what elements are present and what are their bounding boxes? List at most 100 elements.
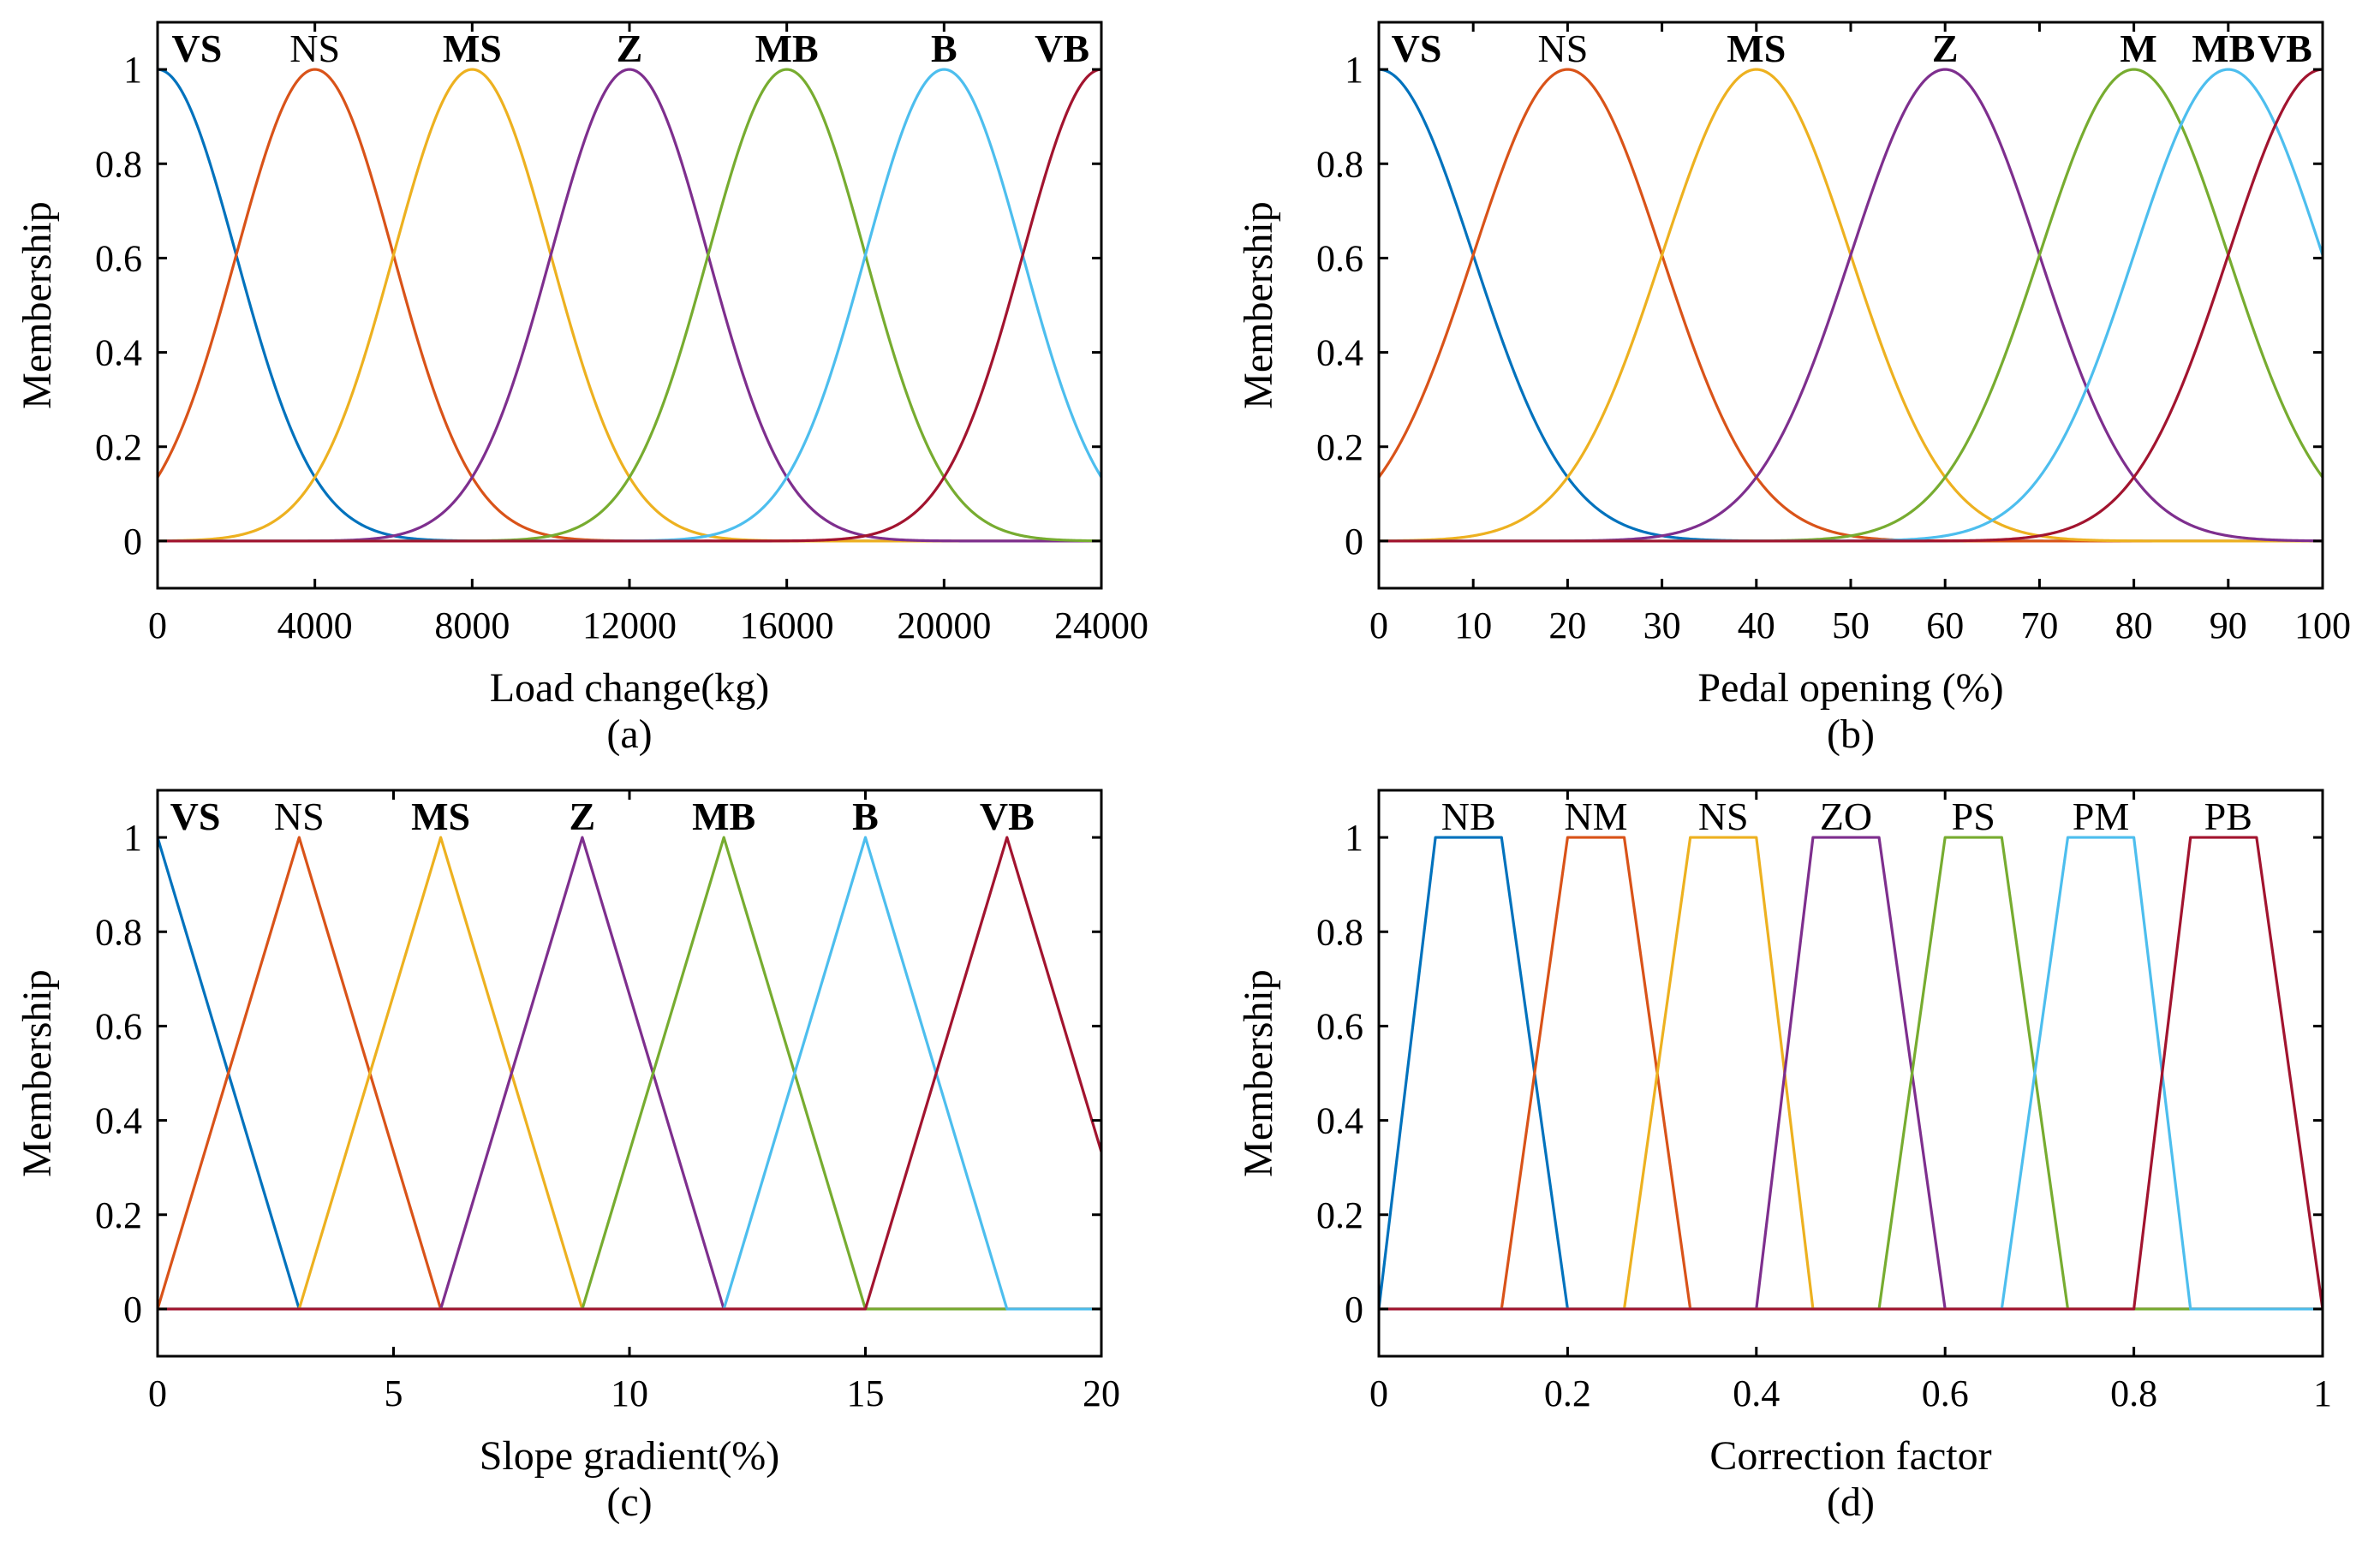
y-tick-label: 0.8	[95, 143, 142, 185]
chart-panel-a: 0 4000 8000 12000 16000 20000 24000 0 0.2 0.4 0.6 0…	[15, 21, 1148, 757]
y-tick-label: 0.6	[95, 1005, 142, 1047]
term-label-nm: NM	[1564, 795, 1627, 838]
plot-area	[158, 68, 1101, 543]
y-tick-label: 0	[123, 521, 142, 563]
y-tick-label: 0	[1345, 521, 1363, 563]
series-line-mb	[1379, 68, 2323, 543]
x-tick-label: 0	[148, 604, 167, 646]
y-tick-label: 0.8	[1316, 143, 1363, 185]
x-tick-label: 8000	[434, 604, 510, 646]
term-label-z: Z	[617, 27, 643, 70]
term-label-mb: MB	[755, 27, 819, 70]
y-axis-title: Membership	[15, 969, 60, 1177]
x-tick-label: 0	[1369, 1372, 1388, 1414]
y-tick-label: 1	[123, 49, 142, 91]
x-tick-label: 50	[1832, 604, 1870, 646]
x-axis-title: Slope gradient(%)	[480, 1433, 780, 1479]
series-line-ms	[158, 68, 1101, 543]
y-tick-label: 0.2	[95, 426, 142, 468]
series-line-ns	[158, 68, 1101, 543]
term-label-mb: MB	[2192, 27, 2255, 70]
term-label-ms: MS	[443, 27, 502, 70]
y-tick-label: 0.4	[1316, 1100, 1363, 1142]
axes-box	[1377, 789, 2324, 1358]
x-tick-label: 4000	[277, 604, 353, 646]
y-tick-label: 0.8	[95, 911, 142, 953]
x-axis-title: Load change(kg)	[490, 665, 770, 711]
plot-area	[1379, 836, 2323, 1311]
y-tick-label: 0.6	[95, 237, 142, 279]
series-line-ns	[1379, 68, 2323, 543]
term-label-ns: NS	[1537, 27, 1588, 70]
x-tick-label: 20000	[897, 604, 991, 646]
y-tick-label: 1	[1345, 817, 1363, 859]
term-label-b: B	[852, 795, 879, 838]
term-label-nb: NB	[1441, 795, 1496, 838]
y-tick-label: 0.8	[1316, 911, 1363, 953]
series-line-mb	[158, 836, 1101, 1311]
y-axis-title: Membership	[15, 201, 60, 409]
y-axis-title: Membership	[1236, 969, 1281, 1177]
term-label-vb: VB	[2258, 27, 2312, 70]
plot-area	[1379, 68, 2323, 543]
term-label-pb: PB	[2204, 795, 2252, 838]
term-label-mb: MB	[692, 795, 755, 838]
panel-caption: (a)	[606, 711, 652, 757]
y-axis-title: Membership	[1236, 201, 1281, 409]
term-label-z: Z	[570, 795, 596, 838]
series-line-ms	[1379, 68, 2323, 543]
series-line-b	[158, 836, 1101, 1311]
x-tick-label: 60	[1926, 604, 1964, 646]
term-label-vs: VS	[172, 27, 223, 70]
term-label-vb: VB	[1035, 27, 1089, 70]
series-line-vs	[158, 836, 1101, 1311]
term-label-ns: NS	[1698, 795, 1749, 838]
term-label-b: B	[931, 27, 957, 70]
term-label-m: M	[2120, 27, 2156, 70]
x-tick-label: 10	[1454, 604, 1492, 646]
series-line-m	[1379, 68, 2323, 543]
y-tick-label: 0.2	[1316, 426, 1363, 468]
x-tick-label: 30	[1643, 604, 1681, 646]
y-tick-label: 0	[123, 1289, 142, 1331]
series-line-ns	[158, 836, 1101, 1311]
term-label-pm: PM	[2073, 795, 2129, 838]
axes-box	[156, 789, 1103, 1358]
term-label-ns: NS	[289, 27, 340, 70]
axes-box	[156, 21, 1103, 590]
x-tick-label: 24000	[1054, 604, 1148, 646]
y-tick-label: 1	[123, 817, 142, 859]
series-line-mb	[158, 68, 1101, 543]
y-tick-label: 0.2	[95, 1194, 142, 1236]
term-label-ms: MS	[411, 795, 470, 838]
term-label-vs: VS	[170, 795, 221, 838]
chart-panel-c: 0 5 10 15 20 0 0.2 0.4 0.6 0.8 1 Membership Slope gr…	[15, 789, 1120, 1525]
series-line-ms	[158, 836, 1101, 1311]
series-line-vb	[1379, 68, 2323, 543]
term-label-zo: ZO	[1820, 795, 1872, 838]
term-label-vs: VS	[1392, 27, 1442, 70]
axes-box	[1377, 21, 2324, 590]
x-axis-title: Correction factor	[1709, 1433, 1991, 1479]
x-tick-label: 5	[385, 1372, 403, 1414]
series-line-vs	[158, 68, 1101, 543]
series-line-z	[1379, 68, 2323, 543]
y-tick-label: 0	[1345, 1289, 1363, 1331]
x-tick-label: 90	[2210, 604, 2247, 646]
y-tick-label: 1	[1345, 49, 1363, 91]
chart-panel-b: 0 10 20 30 40 50 60 70 80 90 100 0 0.2 0.4 0.6 0.8 1 Memb…	[1236, 21, 2351, 757]
x-tick-label: 40	[1738, 604, 1775, 646]
x-axis-title: Pedal opening (%)	[1697, 665, 2003, 711]
x-tick-label: 0.4	[1733, 1372, 1780, 1414]
panel-caption: (d)	[1827, 1479, 1875, 1525]
x-tick-label: 80	[2115, 604, 2153, 646]
x-tick-label: 20	[1083, 1372, 1120, 1414]
x-tick-label: 20	[1548, 604, 1586, 646]
x-tick-label: 12000	[582, 604, 677, 646]
x-tick-label: 0	[148, 1372, 167, 1414]
term-label-ms: MS	[1727, 27, 1786, 70]
y-tick-label: 0.6	[1316, 237, 1363, 279]
x-tick-label: 0.6	[1922, 1372, 1969, 1414]
y-tick-label: 0.4	[95, 332, 142, 374]
y-tick-label: 0.4	[95, 1100, 142, 1142]
